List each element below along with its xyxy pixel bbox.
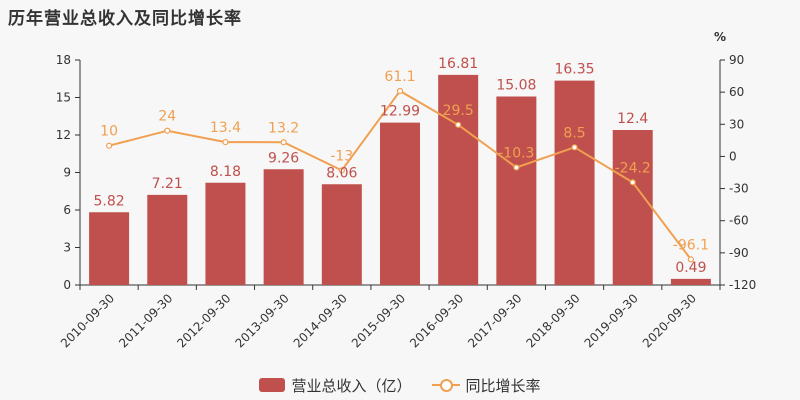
bar[interactable] [670, 278, 711, 285]
bar-value-label: 8.06 [326, 165, 357, 181]
growth-point[interactable] [280, 139, 287, 146]
bar-value-label: 12.99 [380, 104, 420, 120]
bar[interactable] [612, 130, 653, 285]
growth-point[interactable] [338, 167, 345, 174]
y-right-tick-label: 0 [729, 149, 737, 163]
growth-value-label: -24.2 [615, 160, 651, 176]
bar-value-label: 15.08 [496, 78, 536, 94]
bar[interactable] [554, 80, 595, 285]
y-left-tick-label: 9 [63, 166, 71, 180]
growth-point[interactable] [629, 179, 636, 186]
bar-value-label: 12.4 [617, 111, 648, 127]
y-right-tick-label: -30 [729, 182, 749, 196]
growth-value-label: -10.3 [498, 145, 534, 161]
bar[interactable] [89, 212, 130, 285]
bar-value-label: 16.35 [554, 62, 594, 78]
y-left-tick-label: 18 [56, 53, 71, 67]
x-tick-label: 2016-09-30 [407, 291, 466, 350]
x-tick-label: 2011-09-30 [116, 291, 175, 350]
legend-label-growth: 同比增长率 [465, 376, 541, 395]
x-tick-label: 2020-09-30 [640, 291, 699, 350]
bar[interactable] [263, 169, 304, 285]
bar[interactable] [147, 194, 188, 285]
x-tick-label: 2019-09-30 [582, 291, 641, 350]
x-tick-label: 2014-09-30 [291, 291, 350, 350]
y-left-tick-label: 15 [56, 91, 71, 105]
y-right-tick-label: 90 [729, 53, 744, 67]
chart-title: 历年营业总收入及同比增长率 [8, 9, 242, 29]
bar-value-label: 0.49 [675, 260, 706, 276]
y-left-tick-label: 3 [63, 241, 71, 255]
legend-item-growth[interactable]: 同比增长率 [431, 375, 541, 396]
growth-value-label: 29.5 [443, 103, 474, 119]
growth-point[interactable] [687, 256, 695, 263]
growth-value-label: 24 [158, 109, 176, 125]
growth-value-label: -13 [330, 148, 353, 164]
growth-value-label: 61.1 [384, 69, 415, 85]
legend-bar-swatch [259, 378, 286, 392]
y-right-tick-label: 60 [729, 85, 744, 99]
growth-value-label: -96.1 [673, 237, 709, 253]
growth-point[interactable] [571, 144, 578, 151]
legend-label-revenue: 营业总收入（亿） [291, 376, 412, 395]
bar[interactable] [205, 182, 246, 285]
y-right-tick-label: 30 [729, 117, 744, 131]
bar-value-label: 5.82 [94, 193, 125, 209]
growth-point[interactable] [455, 121, 462, 128]
bar-value-label: 16.81 [438, 56, 478, 72]
growth-value-label: 10 [100, 124, 118, 140]
growth-point[interactable] [105, 142, 113, 149]
bar-value-label: 8.18 [210, 164, 241, 180]
y-right-unit-label: % [714, 30, 726, 44]
bar[interactable] [496, 96, 537, 286]
growth-point[interactable] [164, 127, 171, 134]
legend-item-revenue[interactable]: 营业总收入（亿） [259, 375, 412, 396]
y-left-tick-label: 0 [63, 278, 71, 292]
growth-point[interactable] [513, 164, 520, 171]
x-tick-label: 2018-09-30 [523, 291, 582, 350]
y-right-tick-label: -90 [729, 246, 749, 260]
bar-value-label: 7.21 [152, 176, 183, 192]
bar[interactable] [380, 122, 420, 285]
x-tick-label: 2013-09-30 [233, 291, 292, 350]
bar-value-label: 9.26 [268, 150, 299, 166]
x-tick-label: 2012-09-30 [174, 291, 233, 350]
growth-value-label: 13.2 [268, 120, 299, 136]
growth-value-label: 8.5 [563, 125, 585, 141]
legend-line-swatch [431, 378, 460, 392]
y-right-tick-label: -60 [729, 214, 749, 228]
x-tick-label: 2017-09-30 [465, 291, 524, 350]
growth-point[interactable] [222, 138, 229, 146]
bar[interactable] [438, 74, 479, 285]
growth-value-label: 13.4 [210, 120, 241, 136]
growth-point[interactable] [396, 87, 404, 95]
y-right-tick-label: -120 [729, 278, 756, 292]
y-left-tick-label: 6 [63, 203, 71, 217]
x-tick-label: 2015-09-30 [349, 291, 408, 350]
x-tick-label: 2010-09-30 [58, 291, 117, 350]
bar[interactable] [321, 184, 362, 285]
y-left-tick-label: 12 [56, 128, 71, 142]
legend: 营业总收入（亿） 同比增长率 [0, 374, 800, 396]
